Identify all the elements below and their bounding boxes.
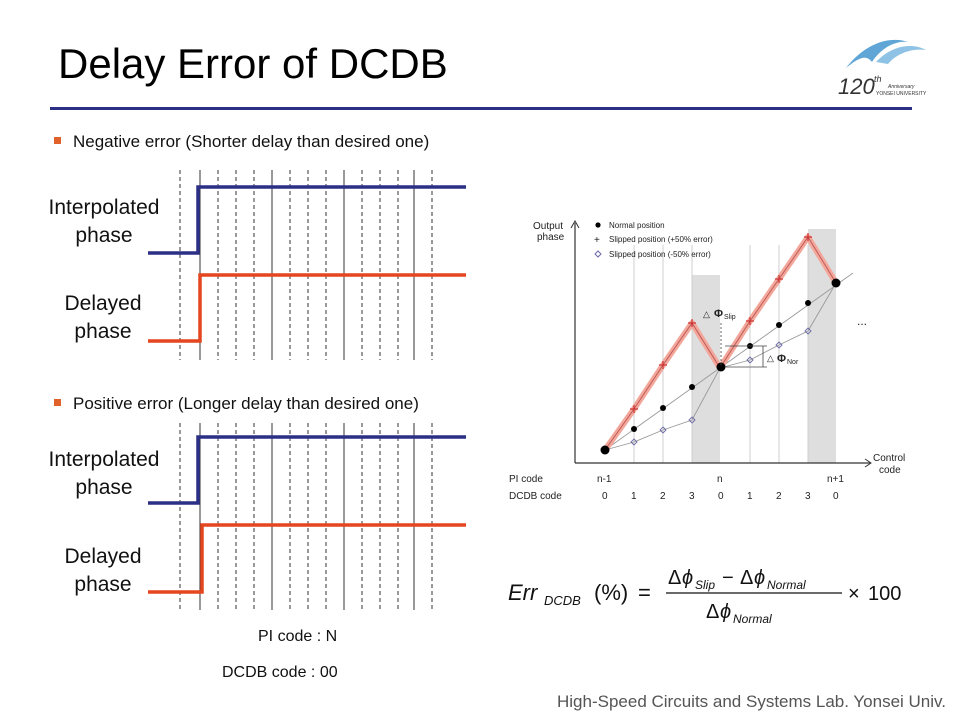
delayed-phase-waveform	[148, 273, 466, 343]
svg-text:Φ: Φ	[777, 353, 786, 365]
dcdb-tick: 0	[718, 491, 724, 502]
svg-text:DCDB: DCDB	[544, 593, 581, 608]
logo-sup: th	[874, 74, 882, 84]
svg-text:△: △	[703, 309, 710, 319]
footer-lab-name: High-Speed Circuits and Systems Lab. Yon…	[557, 692, 946, 711]
bird-wing-icon	[846, 39, 908, 68]
page-title: Delay Error of DCDB	[58, 40, 448, 87]
dcdb-code-label: DCDB code : 00	[222, 664, 338, 681]
interpolated-phase-waveform	[148, 185, 466, 255]
svg-text:△: △	[767, 353, 774, 363]
interpolated-phase-label-2: Interpolated phase	[48, 448, 160, 499]
svg-text:Err: Err	[508, 580, 539, 605]
output-phase-plot: Output phase Control code Normal positio…	[509, 219, 905, 502]
bullet-square-icon	[54, 137, 61, 144]
bullet-positive-error: Positive error (Longer delay than desire…	[54, 394, 419, 414]
svg-text:Slipped position (-50% error): Slipped position (-50% error)	[609, 250, 711, 259]
pi-code-axis-label: PI code	[509, 474, 543, 485]
svg-text:Δ: Δ	[706, 601, 719, 623]
svg-text:−: −	[722, 567, 734, 589]
slip-annotation: Slip	[724, 314, 736, 321]
svg-text:phase: phase	[537, 232, 565, 243]
svg-text:Normal: Normal	[733, 612, 772, 626]
svg-text:Slipped position (+50% error): Slipped position (+50% error)	[609, 235, 713, 244]
svg-text:×: ×	[848, 583, 860, 605]
delayed-phase-label-1: Delayed phase	[64, 292, 142, 343]
logo-line2: YONSEI UNIVERSITY	[876, 91, 927, 97]
interpolated-phase-label-1: Interpolated phase	[48, 196, 160, 247]
delayed-phase-waveform	[148, 523, 466, 594]
dcdb-tick: 0	[602, 491, 608, 502]
svg-text:(%): (%)	[594, 580, 628, 605]
svg-text:ϕ: ϕ	[754, 567, 765, 589]
dcdb-tick: 3	[805, 491, 811, 502]
logo-line1: Anniversary	[887, 84, 915, 90]
dcdb-code-axis-label: DCDB code	[509, 491, 562, 502]
svg-text:Normal: Normal	[767, 578, 806, 592]
logo-number: 120	[838, 74, 875, 99]
slip-plus-path	[602, 234, 839, 452]
pi-tick: n+1	[827, 474, 844, 485]
svg-text:ϕ: ϕ	[682, 567, 693, 589]
dcdb-tick: 2	[660, 491, 666, 502]
svg-text:ϕ: ϕ	[720, 601, 731, 623]
dcdb-tick: 1	[747, 491, 753, 502]
delayed-phase-label-2: Delayed phase	[64, 545, 142, 596]
continuation-dots: ...	[857, 314, 867, 328]
dcdb-tick: 0	[833, 491, 839, 502]
svg-text:Δ: Δ	[740, 567, 753, 589]
dcdb-tick: 1	[631, 491, 637, 502]
dcdb-tick: 2	[776, 491, 782, 502]
svg-text:Δ: Δ	[668, 567, 681, 589]
nor-annotation: Nor	[787, 359, 799, 366]
pi-tick: n-1	[597, 474, 612, 485]
svg-text:100: 100	[868, 583, 901, 605]
title-divider	[50, 107, 912, 110]
bullet-square-icon	[54, 399, 61, 406]
anniversary-logo: 120 th Anniversary YONSEI UNIVERSITY	[838, 39, 927, 99]
x-axis-label: Control	[873, 453, 905, 464]
pi-code-label: PI code : N	[258, 628, 338, 645]
svg-text:Slip: Slip	[695, 578, 715, 592]
interpolated-phase-waveform	[148, 435, 466, 505]
plot-legend: Normal position + Slipped position (+50%…	[594, 221, 713, 259]
svg-text:Φ: Φ	[714, 308, 723, 320]
waveform-positive-error	[148, 423, 466, 610]
svg-text:+: +	[594, 235, 600, 246]
bullet-negative-error: Negative error (Shorter delay than desir…	[54, 132, 429, 152]
pi-tick: n	[717, 474, 723, 485]
svg-text:code: code	[879, 465, 901, 476]
dcdb-tick: 3	[689, 491, 695, 502]
waveform-negative-error	[148, 170, 466, 360]
svg-text:Normal position: Normal position	[609, 221, 665, 230]
y-axis-label: Output	[533, 221, 563, 232]
svg-text:=: =	[638, 580, 651, 605]
error-equation: Err DCDB (%) = Δ ϕ Slip − Δ ϕ Normal Δ ϕ…	[508, 567, 901, 626]
